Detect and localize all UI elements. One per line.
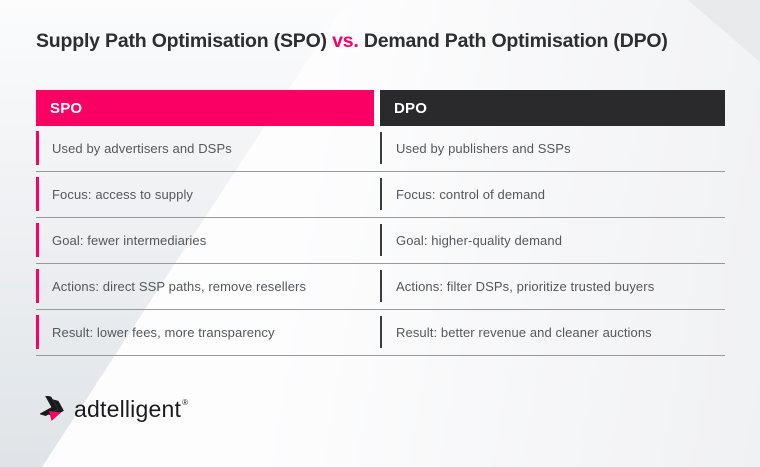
table-row: Used by advertisers and DSPs Used by pub… <box>36 126 725 172</box>
title-spo-part: Supply Path Optimisation (SPO) <box>36 30 327 52</box>
title-dpo-part: Demand Path Optimisation (DPO) <box>363 30 668 52</box>
table-cell-dpo: Focus: control of demand <box>380 172 725 217</box>
table-row: Result: lower fees, more transparency Re… <box>36 310 725 356</box>
table-row: Goal: fewer intermediaries Goal: higher-… <box>36 218 725 264</box>
table-row: Actions: direct SSP paths, remove resell… <box>36 264 725 310</box>
column-header-dpo: DPO <box>380 90 725 126</box>
table-cell-dpo: Goal: higher-quality demand <box>380 218 725 263</box>
registered-trademark-symbol: ® <box>182 398 188 407</box>
table-cell-dpo: Actions: filter DSPs, prioritize trusted… <box>380 264 725 309</box>
cell-text: Actions: filter DSPs, prioritize trusted… <box>396 279 655 294</box>
cell-text: Result: better revenue and cleaner aucti… <box>396 325 652 340</box>
table-cell-spo: Result: lower fees, more transparency <box>36 310 374 355</box>
table-cell-dpo: Used by publishers and SSPs <box>380 126 725 171</box>
table-cell-spo: Goal: fewer intermediaries <box>36 218 374 263</box>
table-cell-spo: Actions: direct SSP paths, remove resell… <box>36 264 374 309</box>
table-cell-spo: Used by advertisers and DSPs <box>36 126 374 171</box>
cell-text: Goal: higher-quality demand <box>396 233 563 248</box>
cell-text: Goal: fewer intermediaries <box>52 233 207 248</box>
adtelligent-arrow-icon <box>40 394 72 426</box>
cell-text: Used by publishers and SSPs <box>396 141 571 156</box>
cell-text: Used by advertisers and DSPs <box>52 141 232 156</box>
table-cell-spo: Focus: access to supply <box>36 172 374 217</box>
cell-text: Result: lower fees, more transparency <box>52 325 275 340</box>
cell-text: Focus: access to supply <box>52 187 194 202</box>
table-cell-dpo: Result: better revenue and cleaner aucti… <box>380 310 725 355</box>
table-header-row: SPO DPO <box>36 90 725 126</box>
title-vs: vs. <box>332 30 359 52</box>
page-title: Supply Path Optimisation (SPO) vs. Deman… <box>36 30 736 53</box>
comparison-table: SPO DPO Used by advertisers and DSPs Use… <box>36 90 725 356</box>
brand-wordmark: adtelligent <box>74 396 182 422</box>
cell-text: Focus: control of demand <box>396 187 546 202</box>
table-row: Focus: access to supply Focus: control o… <box>36 172 725 218</box>
cell-text: Actions: direct SSP paths, remove resell… <box>52 279 307 294</box>
adtelligent-logo: adtelligent ® <box>40 394 188 426</box>
column-header-spo: SPO <box>36 90 374 126</box>
